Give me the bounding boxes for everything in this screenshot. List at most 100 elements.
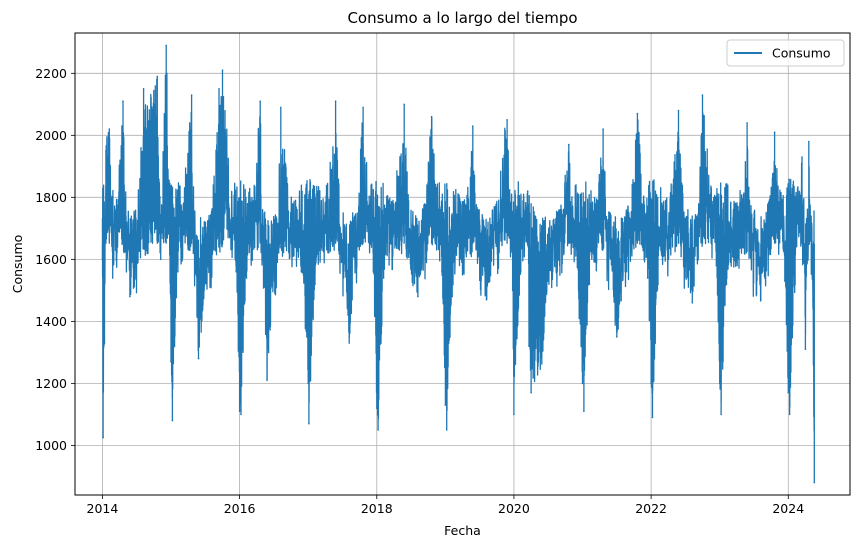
data-point bbox=[171, 419, 174, 422]
data-point bbox=[720, 413, 722, 416]
data-point bbox=[760, 298, 762, 301]
data-point bbox=[300, 271, 303, 273]
data-point bbox=[156, 75, 159, 78]
data-point bbox=[142, 88, 145, 90]
series-line-consumo bbox=[101, 45, 815, 483]
x-tick-label: 2016 bbox=[224, 501, 256, 516]
y-tick-label: 1800 bbox=[35, 190, 67, 205]
data-point bbox=[403, 103, 406, 106]
y-tick-label: 1000 bbox=[35, 438, 67, 453]
data-point bbox=[691, 302, 694, 304]
data-point bbox=[417, 295, 419, 298]
data-point bbox=[581, 382, 584, 385]
x-tick-label: 2024 bbox=[772, 501, 804, 516]
y-tick-label: 2000 bbox=[35, 128, 67, 143]
data-point bbox=[540, 354, 543, 357]
data-point bbox=[441, 271, 443, 273]
x-tick-label: 2014 bbox=[87, 501, 119, 516]
data-point bbox=[718, 382, 721, 385]
data-point bbox=[165, 44, 167, 47]
data-point bbox=[533, 376, 536, 379]
data-point bbox=[804, 348, 807, 351]
data-point bbox=[794, 283, 796, 286]
data-point bbox=[808, 140, 810, 143]
data-point bbox=[307, 382, 310, 385]
data-point bbox=[362, 106, 364, 109]
data-point bbox=[547, 271, 549, 273]
data-point bbox=[170, 360, 172, 363]
plot-frame bbox=[74, 32, 851, 496]
data-point bbox=[616, 336, 618, 338]
data-point bbox=[801, 156, 803, 158]
data-point bbox=[221, 69, 224, 71]
data-point bbox=[812, 298, 814, 301]
data-point bbox=[334, 100, 337, 102]
y-axis-label: Consumo bbox=[10, 235, 25, 294]
data-point bbox=[715, 264, 718, 267]
data-point bbox=[159, 258, 162, 261]
data-point bbox=[122, 100, 124, 102]
data-point bbox=[102, 436, 104, 439]
data-point bbox=[348, 336, 351, 338]
data-point bbox=[583, 410, 585, 413]
data-point bbox=[314, 283, 316, 286]
data-point bbox=[787, 391, 790, 394]
data-point bbox=[177, 271, 179, 273]
x-tick-label: 2018 bbox=[361, 501, 393, 516]
plot-area bbox=[101, 44, 816, 484]
data-point bbox=[636, 112, 639, 115]
data-point bbox=[111, 277, 114, 279]
data-point bbox=[197, 357, 200, 360]
data-point bbox=[650, 382, 652, 385]
chart-title: Consumo a lo largo del tiempo bbox=[347, 9, 577, 27]
data-point bbox=[472, 125, 474, 127]
data-point bbox=[190, 94, 193, 96]
data-point bbox=[451, 295, 454, 298]
data-point bbox=[129, 295, 131, 298]
data-point bbox=[657, 283, 659, 286]
data-point bbox=[588, 283, 591, 286]
data-point bbox=[513, 413, 515, 416]
x-axis-label: Fecha bbox=[444, 523, 481, 538]
data-point bbox=[372, 271, 375, 273]
data-point bbox=[784, 280, 786, 282]
data-point bbox=[280, 106, 282, 109]
data-point bbox=[238, 410, 241, 413]
data-point bbox=[746, 122, 748, 124]
data-point bbox=[554, 243, 556, 245]
data-point bbox=[218, 88, 220, 90]
data-point bbox=[813, 481, 816, 484]
data-point bbox=[485, 298, 488, 301]
data-point bbox=[646, 277, 649, 279]
y-tick-label: 2200 bbox=[35, 66, 67, 81]
legend: Consumo bbox=[726, 39, 845, 67]
data-point bbox=[526, 190, 529, 192]
data-point bbox=[245, 277, 248, 279]
legend-box bbox=[726, 39, 845, 67]
axis-ticks: 2014 2016 2018 2020 2022 2024 1000 1200 1400 1600… bbox=[35, 66, 804, 516]
data-point bbox=[506, 119, 508, 121]
data-point bbox=[308, 422, 310, 425]
data-point bbox=[444, 404, 447, 406]
data-point bbox=[773, 131, 776, 133]
data-point bbox=[651, 416, 654, 419]
data-point bbox=[430, 115, 433, 118]
data-point bbox=[568, 143, 570, 146]
data-point bbox=[240, 413, 242, 416]
data-point bbox=[602, 128, 604, 130]
data-point bbox=[520, 271, 522, 273]
data-point bbox=[511, 289, 514, 292]
data-point bbox=[788, 413, 791, 416]
y-tick-label: 1400 bbox=[35, 314, 67, 329]
x-tick-label: 2020 bbox=[498, 501, 530, 516]
data-point bbox=[445, 429, 448, 431]
data-point bbox=[677, 109, 680, 112]
data-point bbox=[725, 283, 728, 286]
y-tick-label: 1600 bbox=[35, 252, 67, 267]
data-point bbox=[103, 342, 106, 344]
data-point bbox=[101, 258, 104, 261]
legend-label-consumo: Consumo bbox=[772, 46, 831, 61]
data-point bbox=[382, 277, 385, 279]
